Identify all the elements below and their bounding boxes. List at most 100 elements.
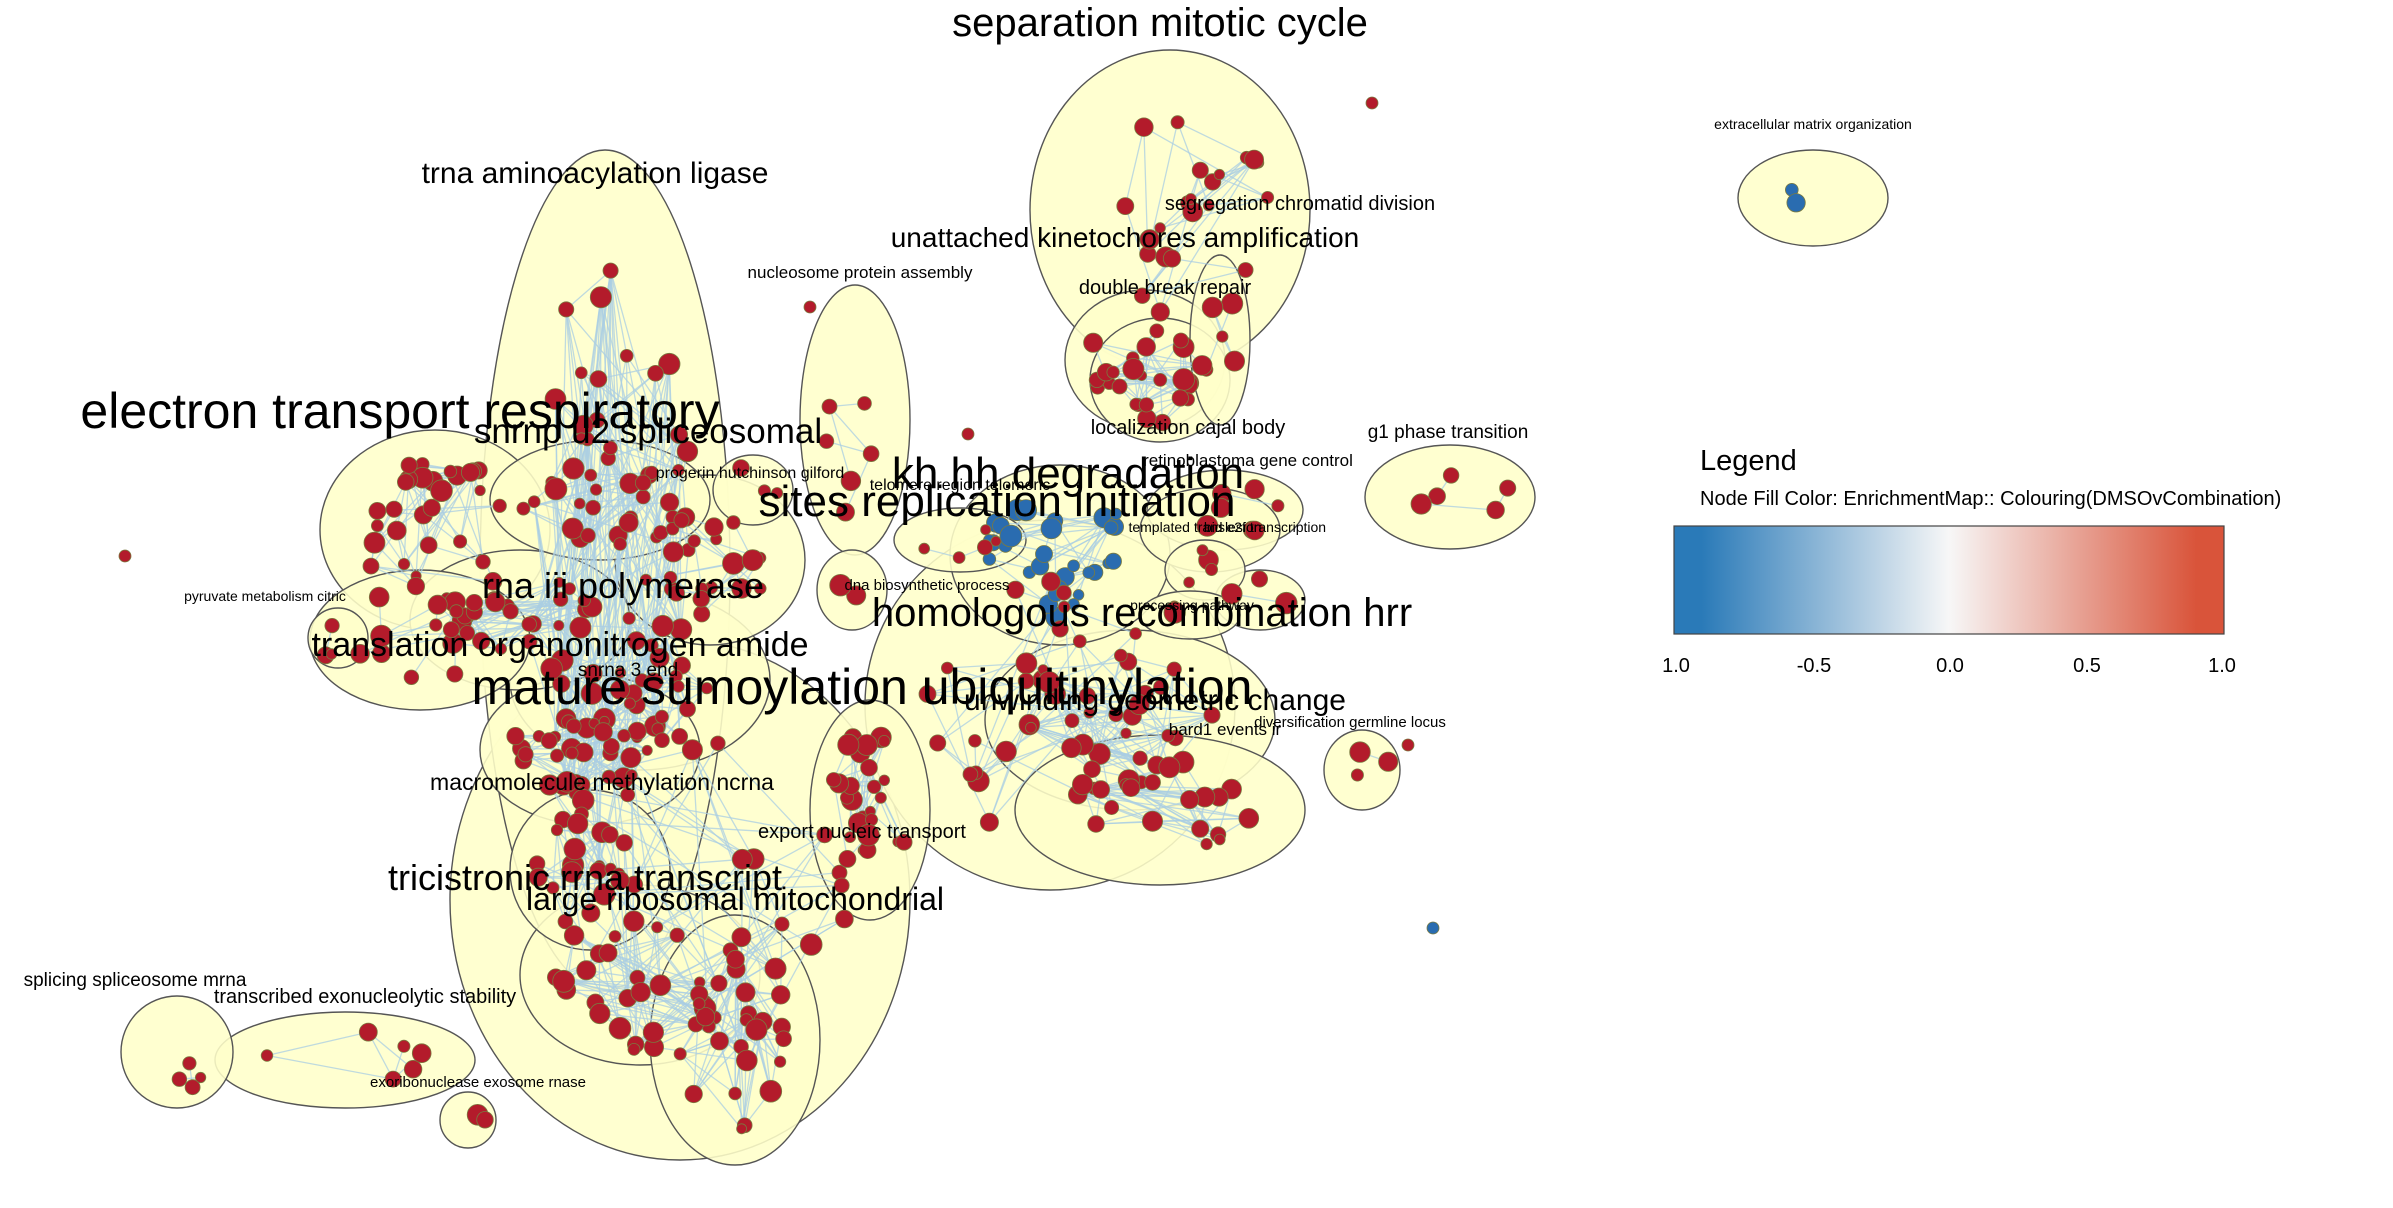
gene-set-node[interactable] bbox=[627, 1043, 641, 1056]
gene-set-node[interactable] bbox=[429, 618, 443, 632]
gene-set-node[interactable] bbox=[726, 515, 741, 530]
gene-set-node[interactable] bbox=[745, 1018, 768, 1041]
gene-set-node[interactable] bbox=[602, 262, 619, 279]
gene-set-node[interactable] bbox=[1205, 563, 1219, 577]
gene-set-node[interactable] bbox=[558, 301, 575, 318]
gene-set-node[interactable] bbox=[184, 1079, 201, 1096]
gene-set-node[interactable] bbox=[502, 603, 519, 620]
gene-set-node[interactable] bbox=[475, 554, 491, 570]
gene-set-node[interactable] bbox=[613, 537, 627, 551]
gene-set-node[interactable] bbox=[1244, 149, 1264, 170]
gene-set-node[interactable] bbox=[625, 769, 638, 782]
gene-set-node[interactable] bbox=[692, 590, 710, 608]
gene-set-node[interactable] bbox=[422, 498, 441, 517]
gene-set-node[interactable] bbox=[1114, 648, 1128, 663]
gene-set-node[interactable] bbox=[494, 642, 507, 655]
gene-set-node[interactable] bbox=[990, 535, 1002, 547]
gene-set-node[interactable] bbox=[857, 396, 872, 411]
gene-set-node[interactable] bbox=[1133, 287, 1151, 304]
gene-set-node[interactable] bbox=[764, 957, 787, 980]
gene-set-node[interactable] bbox=[1261, 190, 1275, 204]
gene-set-node[interactable] bbox=[622, 611, 636, 625]
gene-set-node[interactable] bbox=[1170, 115, 1185, 130]
gene-set-node[interactable] bbox=[1200, 837, 1213, 851]
gene-set-node[interactable] bbox=[453, 534, 468, 549]
gene-set-node[interactable] bbox=[443, 464, 458, 479]
gene-set-node[interactable] bbox=[1083, 760, 1101, 778]
gene-set-node[interactable] bbox=[474, 484, 486, 497]
gene-set-node[interactable] bbox=[874, 791, 887, 804]
gene-set-node[interactable] bbox=[857, 823, 880, 847]
gene-set-node[interactable] bbox=[397, 557, 411, 571]
gene-set-node[interactable] bbox=[687, 534, 701, 548]
gene-set-node[interactable] bbox=[368, 501, 387, 520]
gene-set-node[interactable] bbox=[1103, 520, 1119, 535]
gene-set-node[interactable] bbox=[1057, 600, 1071, 614]
gene-set-node[interactable] bbox=[684, 1084, 703, 1104]
gene-set-node[interactable] bbox=[1499, 479, 1517, 497]
gene-set-node[interactable] bbox=[553, 591, 569, 607]
gene-set-node[interactable] bbox=[1104, 800, 1120, 816]
gene-set-node[interactable] bbox=[731, 927, 752, 948]
gene-set-node[interactable] bbox=[620, 787, 636, 803]
gene-set-node[interactable] bbox=[1213, 833, 1226, 846]
gene-set-node[interactable] bbox=[860, 758, 878, 777]
gene-set-node[interactable] bbox=[521, 616, 537, 632]
gene-set-node[interactable] bbox=[442, 621, 460, 638]
gene-set-node[interactable] bbox=[566, 718, 582, 734]
gene-set-node[interactable] bbox=[1108, 707, 1124, 723]
gene-set-node[interactable] bbox=[550, 823, 564, 837]
gene-set-node[interactable] bbox=[472, 631, 491, 651]
gene-set-node[interactable] bbox=[644, 672, 664, 691]
gene-set-node[interactable] bbox=[654, 732, 670, 748]
gene-set-node[interactable] bbox=[601, 769, 617, 785]
gene-set-node[interactable] bbox=[528, 867, 548, 887]
gene-set-node[interactable] bbox=[639, 573, 652, 586]
gene-set-node[interactable] bbox=[1104, 552, 1122, 570]
gene-set-node[interactable] bbox=[1401, 738, 1415, 752]
gene-set-node[interactable] bbox=[583, 664, 603, 683]
gene-set-node[interactable] bbox=[1191, 355, 1213, 376]
gene-set-node[interactable] bbox=[1201, 296, 1224, 319]
gene-set-node[interactable] bbox=[397, 1039, 411, 1053]
gene-set-node[interactable] bbox=[171, 1071, 188, 1087]
gene-set-node[interactable] bbox=[397, 473, 415, 491]
gene-set-node[interactable] bbox=[516, 501, 531, 516]
gene-set-node[interactable] bbox=[460, 462, 480, 482]
gene-set-node[interactable] bbox=[1040, 517, 1063, 540]
gene-set-node[interactable] bbox=[1172, 368, 1195, 391]
gene-set-node[interactable] bbox=[1202, 199, 1215, 212]
gene-set-node[interactable] bbox=[1055, 584, 1072, 601]
gene-set-node[interactable] bbox=[617, 729, 631, 743]
gene-set-node[interactable] bbox=[651, 921, 664, 934]
gene-set-node[interactable] bbox=[1224, 350, 1246, 372]
gene-set-node[interactable] bbox=[561, 861, 583, 883]
gene-set-node[interactable] bbox=[411, 1043, 432, 1063]
gene-set-node[interactable] bbox=[1037, 671, 1061, 694]
gene-set-node[interactable] bbox=[601, 826, 619, 844]
gene-set-node[interactable] bbox=[726, 949, 745, 969]
gene-set-node[interactable] bbox=[1139, 229, 1160, 250]
gene-set-node[interactable] bbox=[1196, 544, 1209, 557]
gene-set-node[interactable] bbox=[584, 468, 598, 482]
gene-set-node[interactable] bbox=[1349, 741, 1371, 763]
gene-set-node[interactable] bbox=[609, 679, 630, 700]
gene-set-node[interactable] bbox=[608, 1016, 632, 1040]
gene-set-node[interactable] bbox=[641, 744, 653, 756]
gene-set-node[interactable] bbox=[540, 732, 558, 750]
gene-set-node[interactable] bbox=[1378, 751, 1399, 772]
gene-set-node[interactable] bbox=[430, 479, 453, 503]
gene-set-node[interactable] bbox=[774, 916, 790, 932]
gene-set-node[interactable] bbox=[642, 1021, 665, 1043]
gene-set-node[interactable] bbox=[671, 728, 688, 745]
gene-set-node[interactable] bbox=[771, 487, 784, 500]
gene-set-node[interactable] bbox=[846, 585, 867, 606]
gene-set-node[interactable] bbox=[1271, 499, 1285, 513]
gene-set-node[interactable] bbox=[589, 370, 608, 388]
gene-set-node[interactable] bbox=[400, 456, 418, 474]
gene-set-node[interactable] bbox=[476, 1111, 494, 1129]
gene-set-node[interactable] bbox=[552, 969, 576, 993]
gene-set-node[interactable] bbox=[603, 738, 620, 755]
gene-set-node[interactable] bbox=[929, 734, 947, 752]
gene-set-node[interactable] bbox=[673, 512, 690, 529]
